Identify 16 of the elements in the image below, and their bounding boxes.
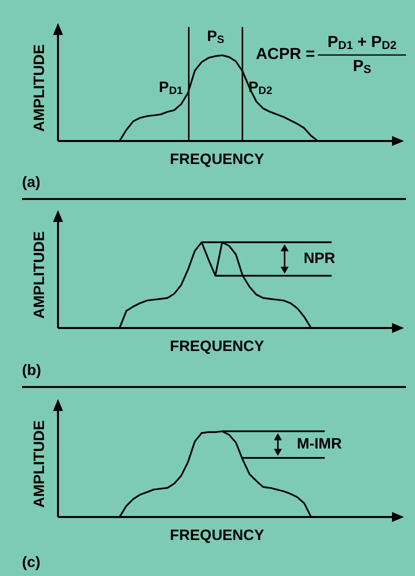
annotation: M-IMR (296, 436, 342, 453)
x-axis-title: FREQUENCY (170, 526, 264, 544)
annotation: ACPR = (256, 46, 315, 64)
text: (c) (22, 554, 40, 571)
x-axis-title: FREQUENCY (170, 338, 264, 355)
text: (b) (22, 362, 42, 379)
text: P$_{D1}$ + P$_{D2}$ (327, 34, 397, 52)
annotation: P$_{S}$ (352, 58, 372, 76)
y-axis-title: AMPLITUDE (30, 231, 48, 319)
text: P$_{S}$ (206, 28, 224, 46)
y-axis-title: AMPLITUDE (30, 44, 48, 132)
annotation: NPR (304, 250, 336, 267)
y-axis-title: AMPLITUDE (30, 420, 48, 508)
x-axis-title: FREQUENCY (170, 150, 264, 168)
text: (a) (22, 174, 40, 191)
annotation: P$_{D1}$ (158, 78, 183, 96)
